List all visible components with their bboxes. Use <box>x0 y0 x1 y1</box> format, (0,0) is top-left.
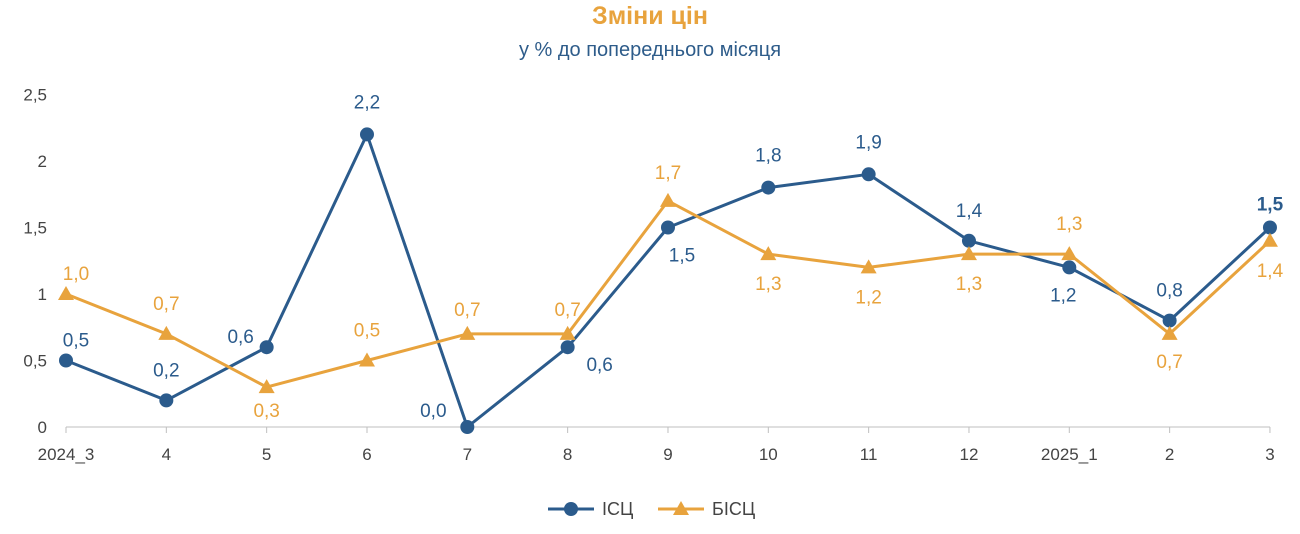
x-tick-label: 4 <box>162 445 171 464</box>
x-tick-label: 2025_1 <box>1041 445 1098 464</box>
axes: 0 0,5 1 1,5 2 2,5 2024_3 4 5 6 7 8 9 10 11 12 2025_1 2 3 <box>23 86 1274 465</box>
data-point <box>861 167 876 182</box>
data-point <box>1061 246 1078 261</box>
data-point <box>1161 325 1178 340</box>
legend-marker <box>673 501 689 515</box>
y-tick-label: 2 <box>38 152 47 171</box>
data-label: 0,0 <box>420 401 446 422</box>
series-markers <box>58 127 1278 434</box>
data-point <box>460 420 475 434</box>
data-label: 0,6 <box>227 327 253 348</box>
y-tick-label: 0,5 <box>23 352 47 371</box>
data-point <box>258 379 275 394</box>
data-label: 1,8 <box>755 146 781 167</box>
data-label: 1,4 <box>956 201 983 222</box>
x-tick-label: 2 <box>1165 445 1174 464</box>
data-point <box>1261 232 1278 247</box>
legend-marker <box>564 502 578 516</box>
data-point <box>58 286 74 300</box>
data-point <box>159 393 174 408</box>
x-tick-label: 9 <box>663 445 672 464</box>
data-point <box>560 340 575 355</box>
y-tick-label: 1,5 <box>23 219 47 238</box>
chart-subtitle: у % до попереднього місяця <box>518 39 782 61</box>
data-point <box>158 325 175 340</box>
data-point <box>358 352 375 367</box>
data-label: 1,5 <box>1257 195 1284 216</box>
data-point <box>459 325 476 340</box>
data-label: 2,2 <box>354 92 380 113</box>
data-label: 1,3 <box>1056 214 1082 235</box>
data-label: 1,3 <box>956 274 982 295</box>
x-tick-label: 5 <box>262 445 271 464</box>
data-label: 0,7 <box>454 300 480 321</box>
data-label: 1,3 <box>755 274 781 295</box>
x-tick-label: 11 <box>860 445 878 464</box>
x-tick-label: 12 <box>960 445 979 464</box>
data-point <box>259 340 274 355</box>
data-point <box>1062 260 1077 275</box>
chart-title: Зміни цін <box>592 2 708 30</box>
data-label: 0,5 <box>63 331 89 352</box>
data-point <box>860 259 877 274</box>
data-point <box>960 246 977 261</box>
y-tick-label: 1 <box>38 285 47 304</box>
y-tick-label: 0 <box>38 418 47 437</box>
data-label: 0,7 <box>153 294 179 315</box>
data-label: 0,8 <box>1156 281 1182 302</box>
x-tick-label: 3 <box>1265 445 1274 464</box>
data-label: 0,2 <box>153 360 179 381</box>
data-label: 1,9 <box>855 132 881 153</box>
data-point <box>961 233 976 248</box>
x-tick-label: 2024_3 <box>38 445 95 464</box>
data-point <box>59 353 73 368</box>
data-label: 1,0 <box>63 264 89 285</box>
data-labels: 0,5 0,2 0,6 2,2 0,0 0,6 1,5 1,8 1,9 1,4 1,2 0,8 1,5 1… <box>63 92 1284 422</box>
data-point <box>559 325 576 340</box>
data-label: 0,6 <box>586 355 612 376</box>
data-label: 1,2 <box>855 287 881 308</box>
data-label: 0,3 <box>253 401 279 422</box>
data-label: 0,7 <box>554 300 580 321</box>
data-label: 1,2 <box>1050 285 1076 306</box>
data-label: 0,5 <box>354 321 380 342</box>
data-point <box>660 220 675 235</box>
data-point <box>761 180 776 195</box>
data-label: 1,7 <box>655 163 681 184</box>
data-point <box>1162 313 1177 328</box>
legend: ІСЦ БІСЦ <box>548 499 755 519</box>
legend-label: ІСЦ <box>602 499 633 519</box>
x-tick-label: 6 <box>362 445 371 464</box>
x-tick-label: 8 <box>563 445 572 464</box>
data-point <box>760 246 777 261</box>
x-tick-label: 10 <box>759 445 778 464</box>
data-point <box>659 192 676 207</box>
x-tick-label: 7 <box>463 445 472 464</box>
data-label: 0,7 <box>1156 352 1182 373</box>
legend-label: БІСЦ <box>712 499 755 519</box>
data-point <box>1262 220 1277 235</box>
data-label: 1,5 <box>669 246 695 267</box>
data-label: 1,4 <box>1257 261 1284 282</box>
y-tick-label: 2,5 <box>23 86 47 105</box>
data-point <box>359 127 374 142</box>
